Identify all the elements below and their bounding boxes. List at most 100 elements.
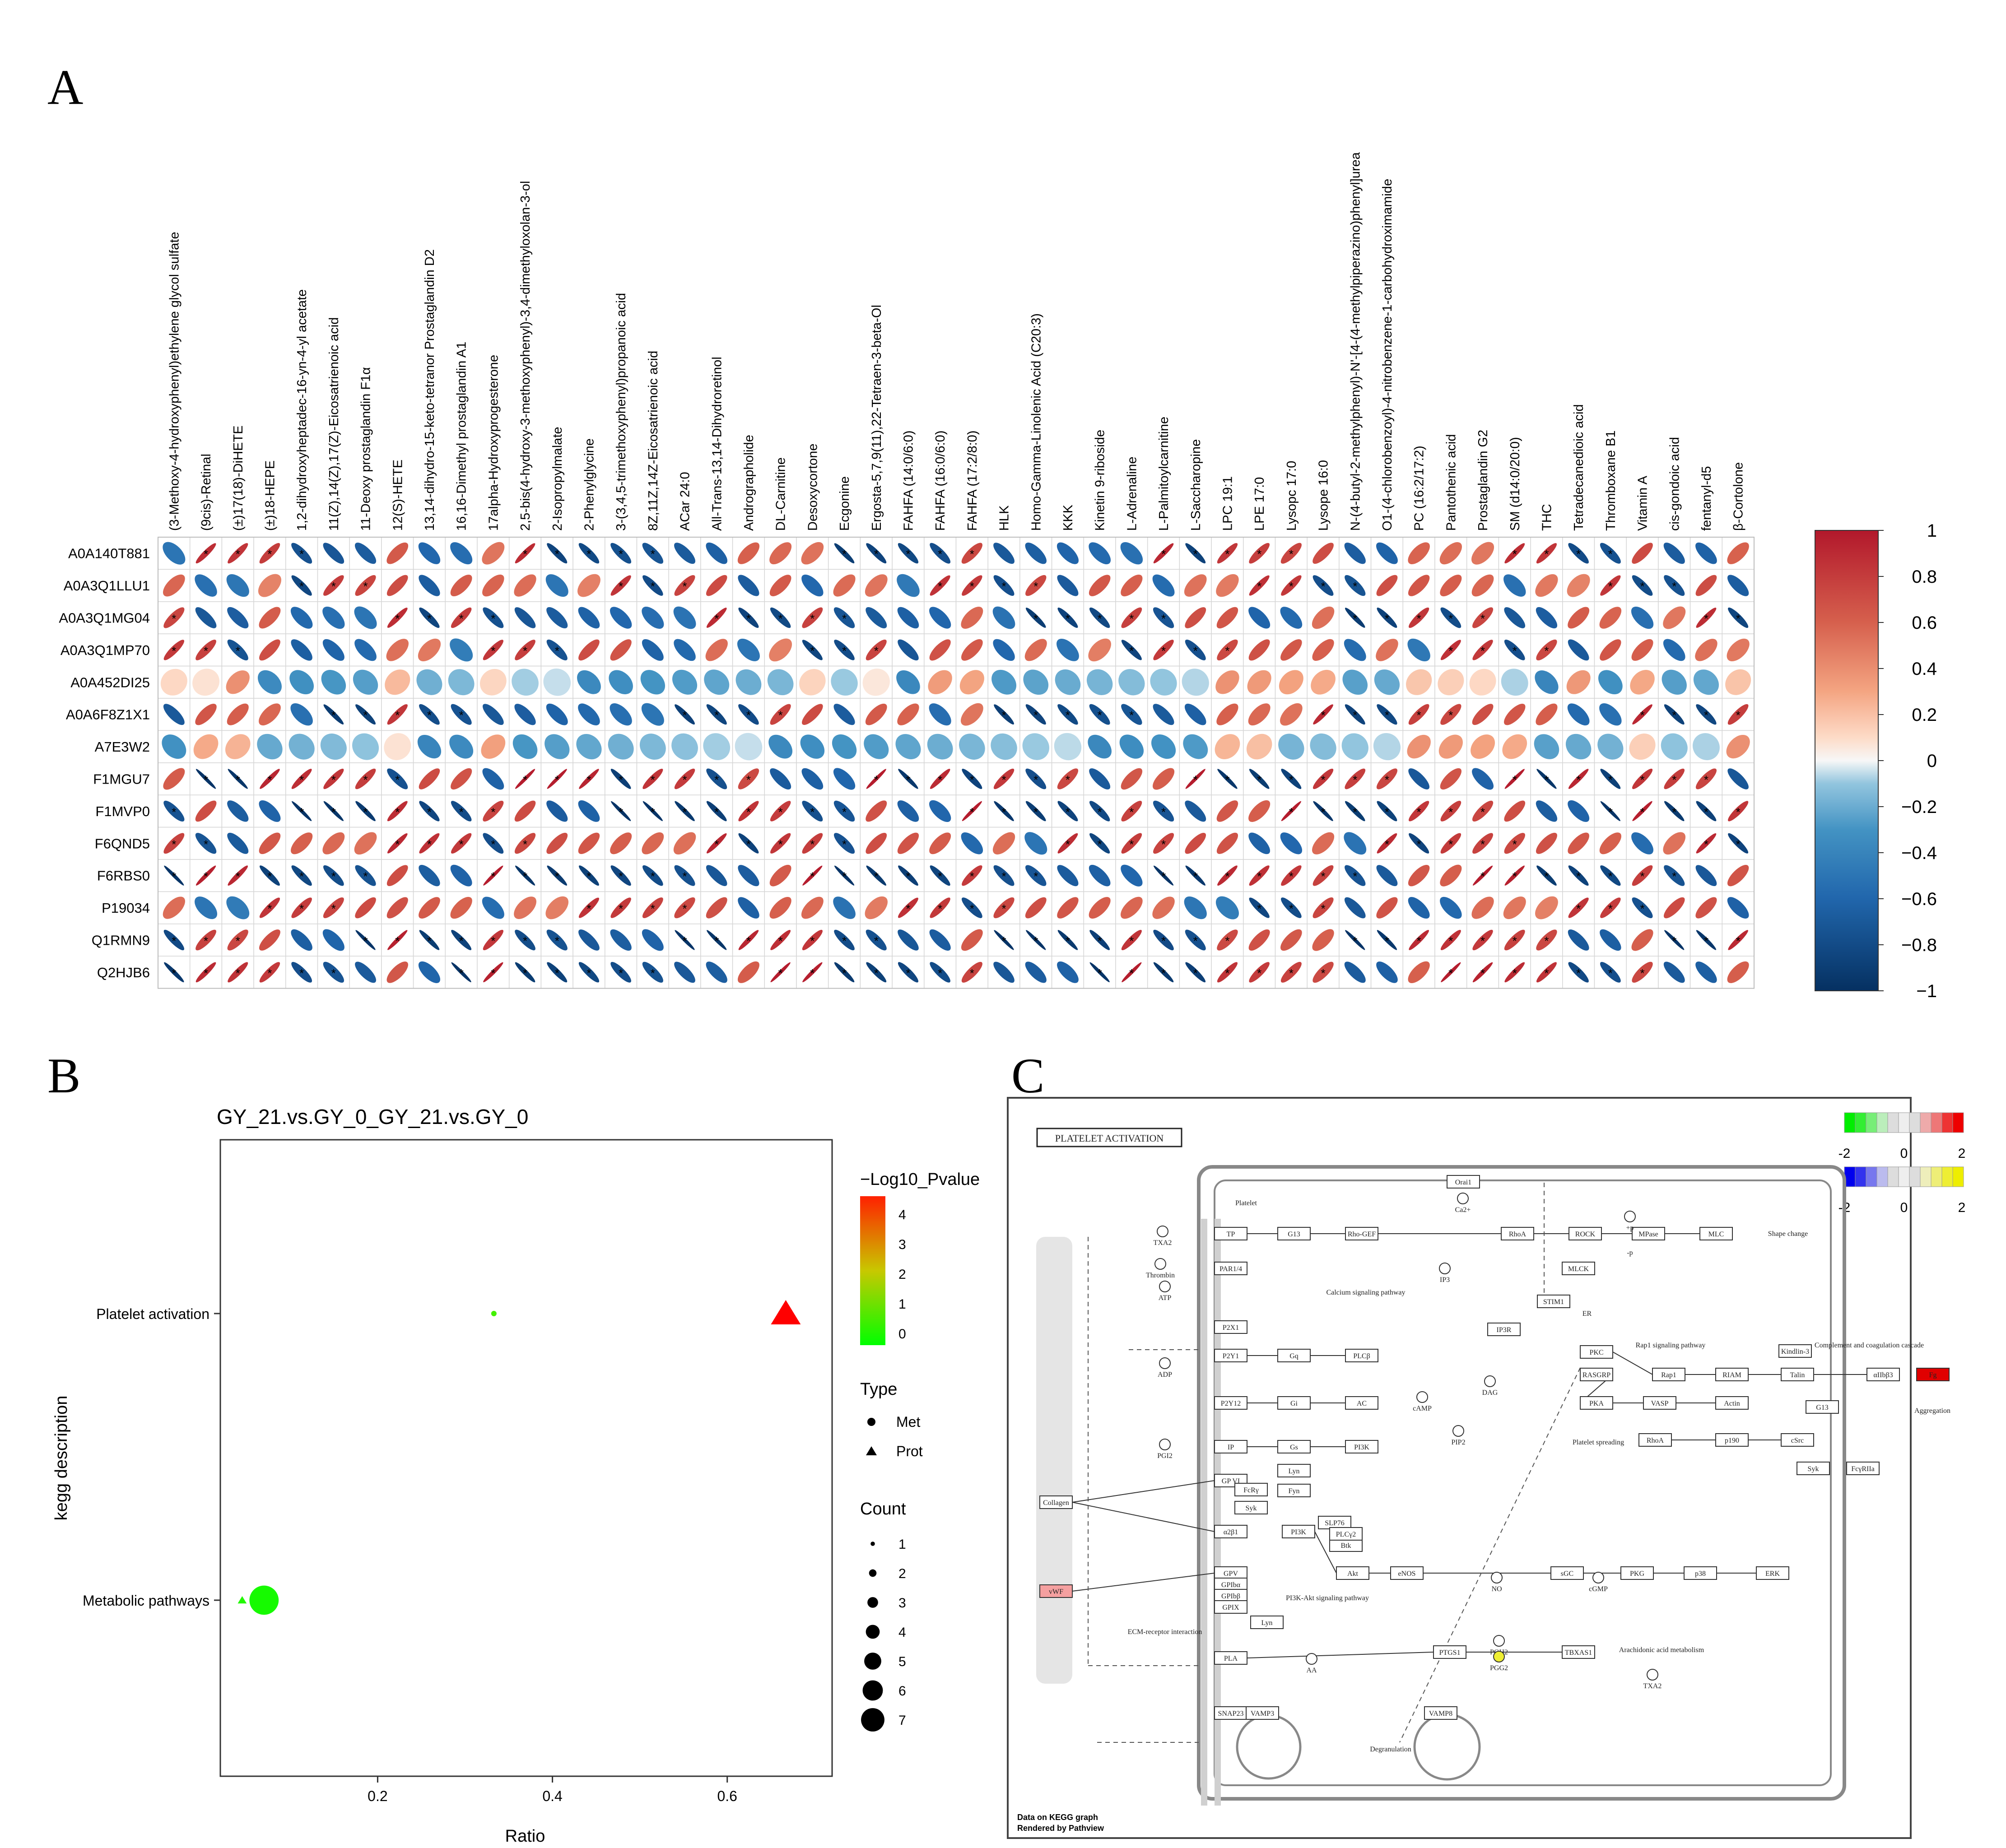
correlation-ellipse [1182, 669, 1209, 696]
correlation-ellipse [1472, 929, 1493, 951]
correlation-ellipse [1472, 833, 1494, 854]
correlation-ellipse [992, 832, 1015, 854]
correlation-ellipse [451, 833, 472, 854]
kegg-scale-swatch [1876, 1112, 1888, 1133]
correlation-ellipse [1374, 669, 1400, 695]
kegg-label: Ca2+ [1455, 1206, 1471, 1214]
kegg-label: Platelet spreading [1573, 1439, 1624, 1446]
x-label: Vitamin A [1636, 475, 1650, 531]
correlation-ellipse [1119, 734, 1144, 759]
legend-color-tick: 4 [898, 1207, 906, 1222]
correlation-ellipse [738, 575, 759, 596]
heatmap-cell [1658, 924, 1691, 957]
kegg-label: ER [1582, 1310, 1592, 1318]
correlation-ellipse [1344, 897, 1366, 919]
kegg-gene-label: FcγRIIa [1851, 1465, 1875, 1473]
y-label: A0A140T881 [68, 546, 150, 562]
kegg-scale-swatch [1866, 1112, 1877, 1133]
correlation-ellipse [862, 669, 890, 696]
x-label: HLK [997, 505, 1012, 531]
kegg-gene-label: TBXAS1 [1565, 1649, 1592, 1657]
correlation-ellipse [1055, 669, 1081, 695]
correlation-ellipse [1310, 733, 1336, 760]
correlation-ellipse [163, 574, 185, 597]
significance-mark: * [331, 902, 336, 915]
legend-count-label: 2 [898, 1566, 906, 1581]
kegg-compound [1493, 1651, 1505, 1662]
correlation-ellipse [418, 638, 441, 662]
kegg-gene-label: SLP76 [1325, 1519, 1345, 1527]
correlation-ellipse [546, 607, 568, 629]
correlation-ellipse [419, 768, 440, 789]
significance-mark: * [523, 837, 527, 851]
correlation-ellipse [291, 769, 312, 789]
correlation-ellipse [1281, 897, 1302, 918]
membrane-band-2 [1215, 1219, 1221, 1806]
correlation-ellipse [1216, 832, 1238, 854]
x-label: Kinetin 9-riboside [1093, 430, 1108, 531]
correlation-ellipse [642, 897, 663, 919]
correlation-ellipse [419, 704, 440, 725]
correlation-ellipse [227, 607, 249, 629]
kegg-gene-label: p190 [1725, 1437, 1739, 1444]
significance-mark: * [1033, 805, 1038, 819]
correlation-ellipse [1440, 864, 1462, 887]
significance-mark: * [459, 709, 464, 722]
correlation-ellipse [738, 768, 759, 789]
correlation-ellipse [1629, 734, 1656, 760]
kegg-gene-label: VAMP8 [1429, 1710, 1452, 1718]
kegg-gene-box [1345, 1396, 1378, 1410]
correlation-ellipse [1440, 801, 1461, 822]
correlation-ellipse [642, 768, 663, 789]
correlation-ellipse [1600, 865, 1621, 886]
x-tick-label: 0.2 [368, 1788, 387, 1804]
chart-b-title: GY_21.vs.GY_0_GY_21.vs.GY_0 [217, 1105, 528, 1128]
legend-type-label: Met [896, 1414, 920, 1430]
correlation-ellipse [1025, 961, 1047, 983]
correlation-ellipse [992, 606, 1015, 629]
kegg-gene-box [1277, 1396, 1311, 1410]
correlation-ellipse [1536, 832, 1557, 854]
correlation-ellipse [387, 930, 408, 950]
kegg-vesicle [1413, 1713, 1481, 1781]
correlation-ellipse [1663, 897, 1685, 919]
correlation-ellipse [769, 575, 791, 596]
correlation-ellipse [1121, 800, 1142, 822]
correlation-ellipse [897, 574, 920, 597]
significance-mark: * [938, 548, 942, 561]
correlation-ellipse [1183, 734, 1208, 759]
correlation-ellipse [1345, 930, 1365, 950]
legend-count-label: 4 [898, 1625, 906, 1640]
correlation-ellipse [1313, 865, 1334, 886]
correlation-ellipse [1536, 929, 1557, 951]
correlation-ellipse [1599, 607, 1622, 629]
x-label: LPE 17:0 [1252, 477, 1267, 531]
significance-mark: * [1001, 580, 1006, 593]
significance-mark: * [746, 934, 751, 948]
kegg-gene-box [1562, 1262, 1595, 1275]
correlation-ellipse [418, 542, 441, 564]
correlation-ellipse [1696, 833, 1717, 854]
kegg-gene-label: G13 [1288, 1230, 1300, 1238]
x-label: 3-(3,4,5-trimethoxyphenyl)propanoic acid [614, 293, 628, 531]
kegg-gene-box [1282, 1525, 1315, 1538]
correlation-ellipse [546, 703, 568, 725]
significance-mark: * [970, 580, 974, 593]
legend-type-title: Type [860, 1380, 897, 1399]
correlation-ellipse [1664, 930, 1685, 950]
kegg-gene-label: Collagen [1043, 1499, 1069, 1507]
significance-mark: * [1704, 805, 1708, 819]
significance-mark: * [1353, 870, 1357, 883]
correlation-ellipse [1568, 897, 1589, 918]
kegg-scale-swatch [1931, 1112, 1942, 1133]
significance-mark: * [778, 837, 783, 851]
colorbar-tick-label: 0.4 [1912, 659, 1937, 679]
kegg-gene-label: P2Y12 [1221, 1400, 1241, 1407]
kegg-gene-box [1699, 1227, 1733, 1240]
correlation-ellipse [930, 769, 950, 789]
correlation-ellipse [993, 639, 1015, 661]
correlation-ellipse [1057, 768, 1079, 789]
kegg-gene-box [1715, 1396, 1749, 1410]
significance-mark: * [970, 548, 974, 561]
correlation-ellipse [291, 639, 312, 661]
